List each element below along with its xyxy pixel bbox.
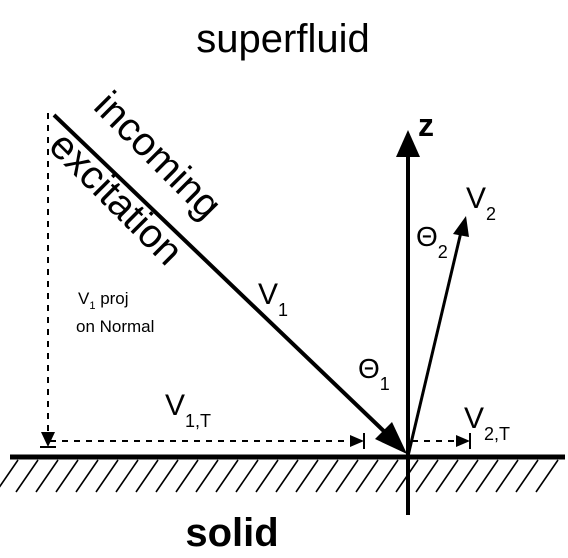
- hatch-line: [95, 459, 119, 493]
- hatch-line: [435, 459, 459, 493]
- hatch-line: [495, 459, 519, 493]
- v2t-label: V2,T: [464, 402, 510, 444]
- v2-arrow-line: [406, 231, 463, 457]
- v1-projection-note: V1 proj: [78, 289, 129, 312]
- hatch-line: [155, 459, 179, 493]
- v1-arrowhead: [375, 422, 407, 454]
- hatch-line: [295, 459, 319, 493]
- hatch-line: [475, 459, 499, 493]
- v2-label: V2: [466, 182, 496, 224]
- hatch-line: [235, 459, 259, 493]
- hatch-line: [415, 459, 439, 493]
- v1t-label: V1,T: [165, 389, 211, 431]
- hatch-line: [515, 459, 539, 493]
- hatch-line: [275, 459, 299, 493]
- hatch-line: [55, 459, 79, 493]
- hatch-line: [375, 459, 399, 493]
- v1-normal-projection-arrowhead: [41, 432, 55, 447]
- hatch-line: [315, 459, 339, 493]
- hatch-line: [455, 459, 479, 493]
- v1t-arrowhead: [350, 435, 364, 447]
- v2-arrowhead: [453, 216, 469, 237]
- hatch-line: [535, 459, 559, 493]
- hatch-line: [195, 459, 219, 493]
- hatch-line: [75, 459, 99, 493]
- hatch-line: [35, 459, 59, 493]
- hatch-line: [215, 459, 239, 493]
- hatch-line: [255, 459, 279, 493]
- hatch-line: [175, 459, 199, 493]
- v1-label: V1: [258, 278, 288, 320]
- hatch-line: [335, 459, 359, 493]
- hatch-line: [15, 459, 39, 493]
- hatch-line: [115, 459, 139, 493]
- v1-projection-note-line2: on Normal: [76, 317, 154, 336]
- hatch-line: [135, 459, 159, 493]
- hatch-line: [355, 459, 379, 493]
- v2t-arrowhead: [456, 435, 470, 447]
- theta1-label: Θ1: [358, 353, 390, 394]
- solid-label: solid: [185, 511, 278, 555]
- z-axis-arrowhead: [396, 130, 420, 157]
- surface-hatching: [0, 459, 559, 493]
- v1-arrow-line: [52, 113, 391, 438]
- theta2-label: Θ2: [416, 221, 448, 262]
- z-axis-label: z: [418, 107, 434, 143]
- superfluid-label: superfluid: [196, 17, 369, 61]
- hatch-line: [0, 459, 19, 488]
